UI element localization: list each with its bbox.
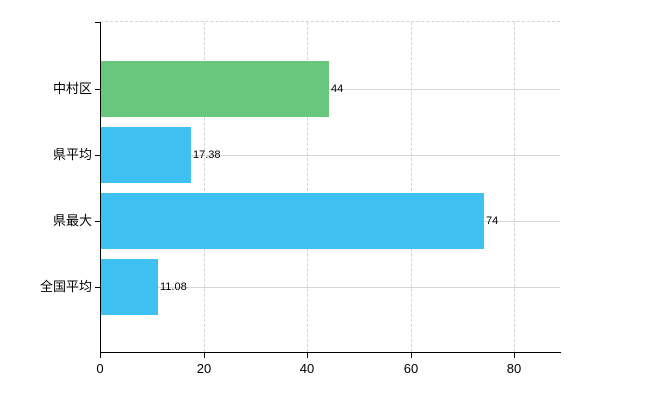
x-tick-label: 80 bbox=[506, 361, 522, 376]
value-label: 44 bbox=[331, 83, 344, 95]
x-tick-label: 60 bbox=[403, 361, 419, 376]
category-label: 全国平均 bbox=[39, 279, 92, 294]
y-axis-tick bbox=[95, 22, 100, 23]
y-axis-tick bbox=[95, 89, 100, 90]
bar bbox=[101, 193, 484, 249]
v-gridline bbox=[204, 22, 205, 352]
x-tick-label: 40 bbox=[299, 361, 315, 376]
bar bbox=[101, 127, 191, 183]
value-label: 74 bbox=[486, 215, 499, 227]
bar bbox=[101, 259, 158, 315]
x-tick-label: 0 bbox=[96, 361, 104, 376]
category-label: 県最大 bbox=[52, 213, 92, 228]
category-label: 県平均 bbox=[52, 147, 92, 162]
x-axis-tick bbox=[204, 352, 205, 358]
value-label: 17.38 bbox=[193, 149, 221, 161]
v-gridline bbox=[307, 22, 308, 352]
h-gridline bbox=[100, 287, 560, 288]
y-axis-tick bbox=[95, 221, 100, 222]
value-label: 11.08 bbox=[160, 281, 187, 293]
x-axis-tick bbox=[100, 352, 101, 358]
category-label: 中村区 bbox=[52, 81, 92, 96]
plot-top-border bbox=[100, 21, 560, 22]
v-gridline bbox=[411, 22, 412, 352]
y-axis-tick bbox=[95, 287, 100, 288]
x-axis-line bbox=[100, 352, 561, 353]
h-gridline bbox=[100, 89, 560, 90]
y-axis-line bbox=[100, 22, 101, 352]
x-axis-tick bbox=[307, 352, 308, 358]
v-gridline bbox=[514, 22, 515, 352]
h-gridline bbox=[100, 155, 560, 156]
x-tick-label: 20 bbox=[196, 361, 212, 376]
x-axis-tick bbox=[514, 352, 515, 358]
bar bbox=[101, 61, 329, 117]
x-axis-tick bbox=[411, 352, 412, 358]
y-axis-tick bbox=[95, 155, 100, 156]
